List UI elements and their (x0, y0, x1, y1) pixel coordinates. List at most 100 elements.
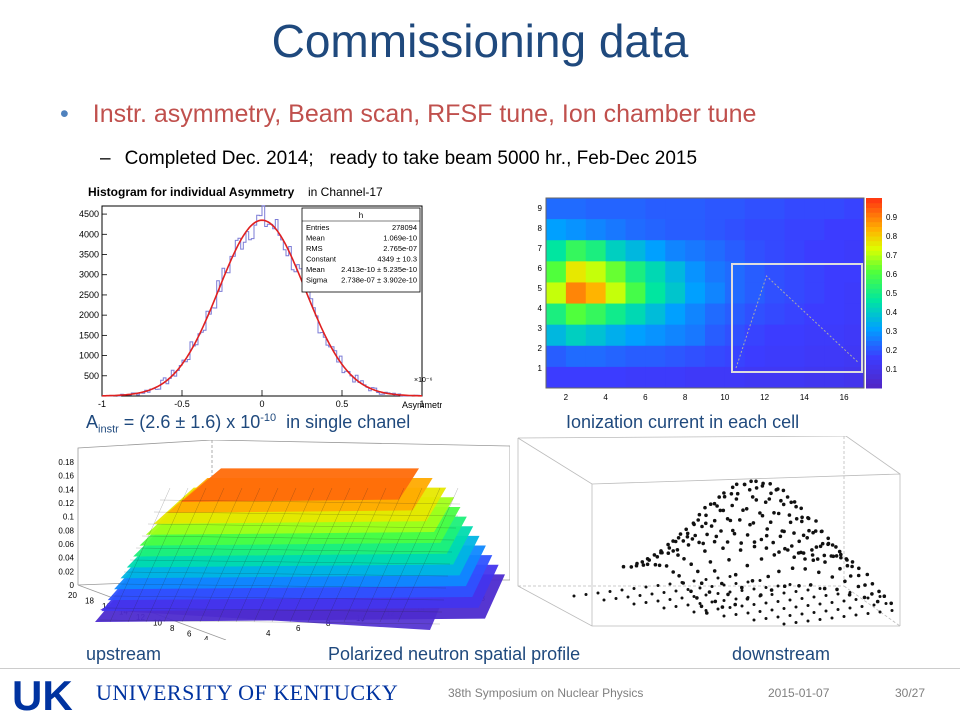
scatter-point (806, 604, 810, 607)
scatter-point (776, 511, 781, 516)
heatmap-cell (625, 324, 646, 347)
surface-mesh-line (289, 487, 351, 623)
heatmap-cell (744, 282, 766, 305)
surface-mesh-line (253, 487, 315, 623)
heatmap-cell (685, 324, 706, 347)
beam-scan-inset (731, 263, 863, 373)
scatter-point (690, 537, 695, 541)
scatter-point (671, 549, 675, 553)
colorbar-swatch (866, 293, 882, 299)
scatter-point (823, 560, 827, 564)
colorbar-swatch (866, 245, 882, 251)
colorbar-swatch (866, 316, 882, 322)
heatmap-cell (824, 219, 845, 241)
heatmap-cell (804, 324, 825, 347)
surface-ztick-label: 0.02 (58, 567, 74, 576)
scatter-point (818, 618, 822, 621)
heatmap-cell (764, 219, 785, 241)
scatter-point (698, 586, 702, 590)
heatmap-cell (665, 345, 686, 368)
scatter-point (797, 539, 801, 544)
scatter-point (806, 588, 810, 592)
scatter-point (721, 546, 725, 550)
heat-ytick-label: 3 (538, 324, 543, 333)
scatter-point (800, 515, 804, 520)
scatter-point (698, 602, 702, 605)
scatter-point (721, 508, 726, 513)
scatter-point (764, 601, 768, 605)
scatter-point (776, 615, 780, 619)
scatter-point (700, 524, 704, 529)
heatmap-cell (685, 219, 706, 241)
colorbar-swatch (866, 326, 882, 332)
caption-mid: = (2.6 ± 1.6) x 10 (118, 412, 261, 432)
scatter-point (763, 500, 768, 504)
heatmap-cell (764, 366, 785, 389)
scatter-point (707, 590, 712, 594)
scatter-point (686, 588, 690, 591)
scatter-point (684, 527, 688, 532)
scatter-point (656, 599, 660, 603)
hist-xtick-label: 1 (419, 399, 424, 409)
heatmap-cell (665, 303, 686, 326)
scatter-point (794, 590, 798, 593)
scatter-point (715, 504, 719, 508)
heatmap-cell (565, 303, 587, 326)
scatter-point (728, 606, 732, 609)
heatmap-cell (625, 282, 646, 305)
surface-mesh-line (127, 487, 189, 623)
scatter-point (697, 512, 702, 517)
heatmap-cell (744, 303, 766, 326)
heatmap-cell (784, 303, 805, 326)
scatter-point (714, 534, 719, 539)
hist-ytick-label: 500 (84, 371, 99, 381)
scatter-point (680, 581, 684, 584)
colorbar-swatch (866, 350, 882, 356)
hist-ytick-label: 2000 (79, 310, 99, 320)
scatter-point (748, 522, 752, 527)
colorbar-swatch (866, 340, 882, 346)
scatter-point (705, 532, 709, 537)
heatmap-cell (585, 240, 607, 262)
heatmap-cell (764, 345, 785, 368)
scatter-point (765, 527, 769, 531)
stats-value: 1.069e-10 (383, 234, 417, 243)
scatter-point (657, 563, 662, 568)
colorbar-tick-label: 0.9 (886, 213, 898, 222)
scatter-point (733, 602, 737, 607)
scatter-point (692, 610, 696, 614)
heatmap-cell (744, 366, 766, 389)
colorbar-swatch (866, 231, 882, 237)
scatter-point (769, 491, 773, 496)
scatter-point (875, 599, 880, 604)
scatter-point (770, 593, 774, 596)
scatter-point (675, 548, 680, 552)
scatter-point (870, 582, 875, 586)
scatter-point (701, 541, 705, 546)
scatter-point (845, 563, 850, 568)
surface-ytick-label: 4 (204, 635, 209, 640)
heatmap-cell (764, 303, 785, 326)
heatmap-cell (705, 240, 726, 262)
surface-mesh-line (109, 487, 171, 623)
scatter-point (731, 528, 735, 533)
heatmap-cell (804, 303, 825, 326)
scatter-point (754, 479, 758, 484)
scatter-point (655, 555, 660, 559)
scatter-point (834, 554, 839, 558)
heatmap-cell (764, 324, 785, 347)
scatter-point (786, 548, 790, 552)
heatmap-cell (724, 198, 746, 220)
heatmap-cell (546, 282, 567, 305)
scatter-point (692, 595, 696, 598)
scatter-point (719, 529, 723, 533)
scatter-point (779, 498, 783, 503)
scatter-point (769, 588, 774, 592)
scatter-point (771, 540, 775, 545)
heatmap-cell (645, 303, 666, 326)
colorbar-swatch (866, 369, 882, 375)
colorbar-tick-label: 0.1 (886, 365, 898, 374)
scatter-point (703, 549, 707, 553)
heatmap-cell (665, 324, 686, 347)
scatter-point (800, 519, 804, 524)
